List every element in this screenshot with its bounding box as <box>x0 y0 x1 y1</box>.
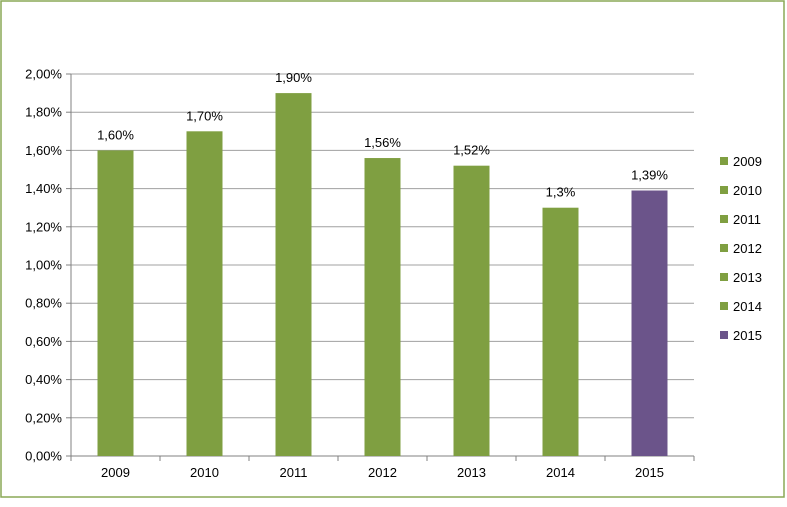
x-tick-label-2013: 2013 <box>457 465 486 480</box>
y-tick-label: 2,00% <box>25 67 62 82</box>
bar-2012 <box>364 158 401 457</box>
legend: 2009 2010 2011 2012 2013 2014 2015 <box>720 154 762 343</box>
legend-label-2013: 2013 <box>733 270 762 285</box>
y-tick-label: 1,00% <box>25 258 62 273</box>
bar-2015 <box>631 190 668 456</box>
x-tick-label-2014: 2014 <box>546 465 575 480</box>
legend-swatch-2014 <box>720 302 728 310</box>
legend-label-2015: 2015 <box>733 328 762 343</box>
legend-label-2012: 2012 <box>733 241 762 256</box>
data-label-2010: 1,70% <box>186 108 223 123</box>
legend-label-2014: 2014 <box>733 299 762 314</box>
y-tick-label: 0,60% <box>25 334 62 349</box>
legend-swatch-2009 <box>720 157 728 165</box>
data-label-2012: 1,56% <box>364 135 401 150</box>
data-label-2014: 1,3% <box>546 185 576 200</box>
data-label-2011: 1,90% <box>275 70 312 85</box>
legend-swatch-2010 <box>720 186 728 194</box>
legend-label-2011: 2011 <box>733 212 761 227</box>
x-tick-label-2009: 2009 <box>101 465 130 480</box>
legend-swatch-2011 <box>720 215 728 223</box>
y-tick-label: 1,20% <box>25 219 62 234</box>
legend-label-2009: 2009 <box>733 154 762 169</box>
legend-swatch-2012 <box>720 244 728 252</box>
y-tick-label: 0,80% <box>25 296 62 311</box>
bar-2010 <box>186 131 223 457</box>
x-tick-label-2012: 2012 <box>368 465 397 480</box>
bar-2014 <box>542 207 579 456</box>
x-tick-label-2010: 2010 <box>190 465 219 480</box>
y-tick-label: 0,20% <box>25 410 62 425</box>
legend-swatch-2015 <box>720 331 728 339</box>
x-axis-ticks: 2009 2010 2011 2012 2013 2014 2015 <box>70 456 695 480</box>
y-axis-ticks: 0,00% 0,20% 0,40% 0,60% 0,80% 1,00% 1,20% 1,40%… <box>25 67 694 464</box>
bars <box>97 93 668 457</box>
x-tick-label-2011: 2011 <box>280 465 308 480</box>
y-tick-label: 1,40% <box>25 181 62 196</box>
data-label-2013: 1,52% <box>453 143 490 158</box>
y-tick-label: 1,80% <box>25 105 62 120</box>
bar-2011 <box>275 93 312 456</box>
data-labels: 1,60% 1,70% 1,90% 1,56% 1,52% 1,3% 1,39% <box>97 70 668 200</box>
legend-label-2010: 2010 <box>733 183 762 198</box>
bar-2009 <box>97 150 134 456</box>
bar-2013 <box>453 165 490 456</box>
x-tick-label-2015: 2015 <box>635 465 664 480</box>
legend-swatch-2013 <box>720 273 728 281</box>
data-label-2015: 1,39% <box>631 168 668 183</box>
data-label-2009: 1,60% <box>97 127 134 142</box>
y-tick-label: 0,40% <box>25 372 62 387</box>
y-tick-label: 0,00% <box>25 449 62 464</box>
y-tick-label: 1,60% <box>25 143 62 158</box>
